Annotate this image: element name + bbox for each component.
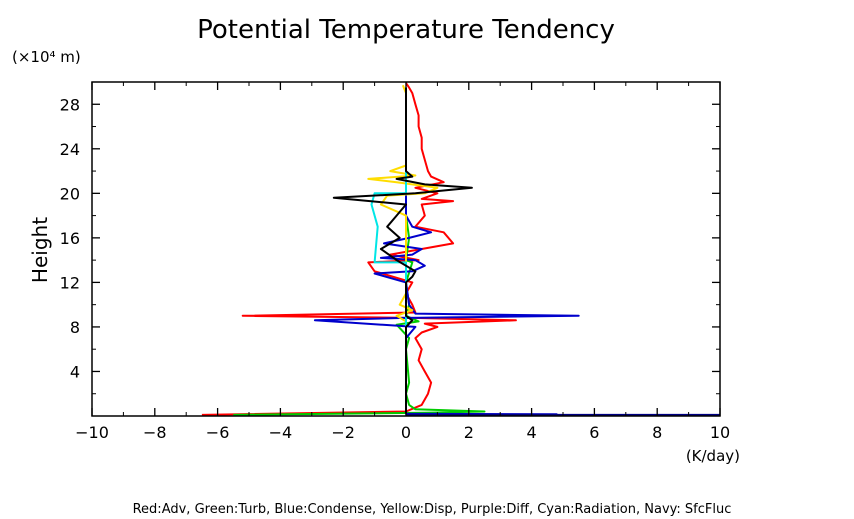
series-line-0	[201, 82, 517, 416]
series-line-4	[370, 87, 407, 414]
x-tick-label: 8	[652, 423, 662, 442]
y-tick-label: 16	[60, 229, 80, 248]
x-axis-label: (K/day)	[686, 447, 740, 465]
y-unit-label: (×10⁴ m)	[12, 48, 81, 66]
x-tick-label: −10	[75, 423, 109, 442]
series-line-1	[233, 87, 486, 416]
series-line-2	[313, 87, 580, 416]
x-tick-label: 10	[710, 423, 730, 442]
x-tick-label: 0	[401, 423, 411, 442]
x-tick-label: 6	[589, 423, 599, 442]
y-tick-label: 20	[60, 184, 80, 203]
series-layer	[201, 82, 720, 416]
y-tick-label: 24	[60, 140, 80, 159]
series-line-5	[332, 87, 473, 414]
x-tick-label: −8	[143, 423, 167, 442]
x-tick-label: −4	[269, 423, 293, 442]
x-tick-label: −6	[206, 423, 230, 442]
y-tick-label: 28	[60, 95, 80, 114]
x-tick-label: −2	[331, 423, 355, 442]
x-tick-label: 2	[464, 423, 474, 442]
chart-title: Potential Temperature Tendency	[197, 15, 615, 45]
y-axis-label: Height	[28, 217, 52, 283]
series-line-3	[367, 84, 439, 414]
y-tick-label: 8	[70, 318, 80, 337]
legend-caption: Red:Adv, Green:Turb, Blue:Condense, Yell…	[133, 502, 732, 517]
plot-frame	[91, 81, 721, 417]
x-tick-label: 4	[527, 423, 537, 442]
y-tick-label: 4	[70, 362, 80, 381]
y-tick-label: 12	[60, 273, 80, 292]
